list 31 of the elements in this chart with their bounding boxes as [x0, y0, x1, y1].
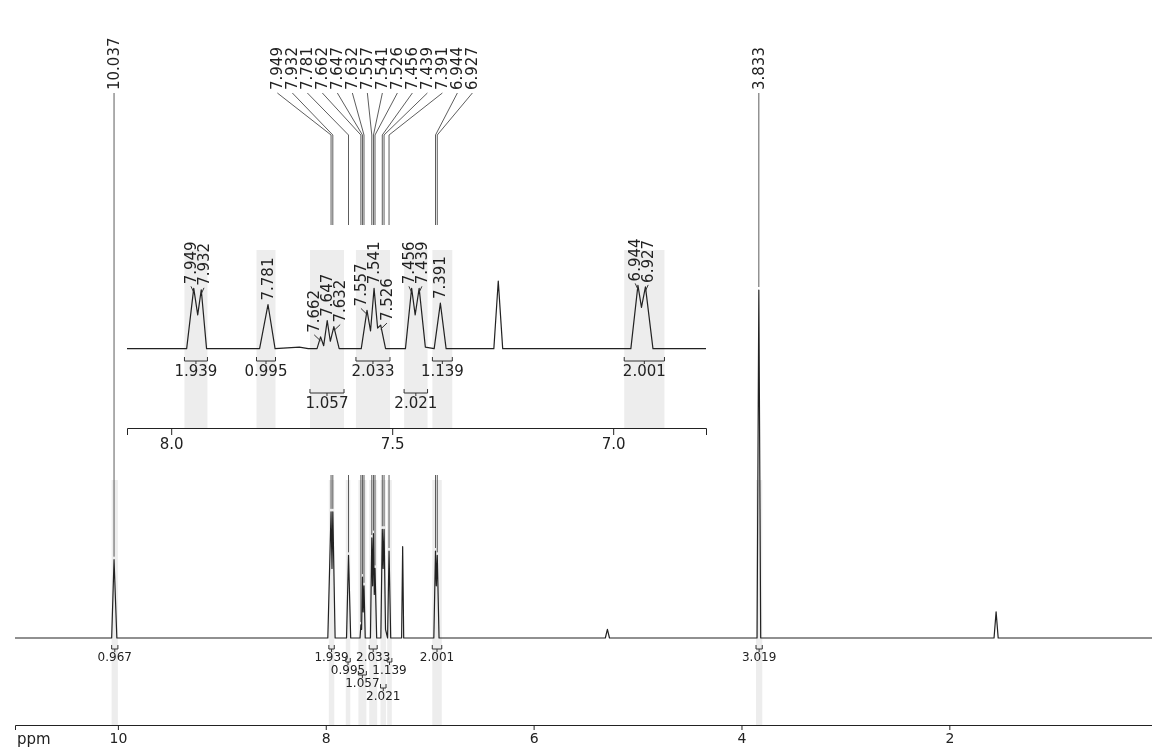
band-label: 1.139 — [420, 362, 464, 380]
band-label: 2.033 — [351, 362, 395, 380]
band-label: 1.057 — [345, 676, 380, 690]
x-axis-title: ppm — [17, 730, 51, 747]
annotation: 10.037 — [105, 37, 124, 90]
band-label: 0.995 — [244, 362, 288, 380]
annotation: 7.932 — [195, 242, 213, 286]
band-label: 2.033 — [356, 650, 391, 664]
band-label: 1.139 — [372, 663, 407, 677]
x-tick-label: 7.5 — [380, 434, 405, 453]
band-label: 1.939 — [314, 650, 349, 664]
x-tick-label: 8.0 — [159, 434, 184, 453]
band-label: 3.019 — [741, 650, 777, 664]
x-tick-label: 10 — [109, 729, 128, 746]
band-label: 2.021 — [394, 394, 438, 412]
annotation: 3.833 — [749, 47, 768, 90]
x-tick-label: 4 — [737, 729, 747, 746]
band-label: 2.021 — [366, 689, 401, 703]
annotation: 6.927 — [463, 47, 482, 90]
band-label: 1.057 — [305, 394, 349, 412]
band-label: 2.001 — [622, 362, 666, 380]
band-label: 0.995 — [330, 663, 366, 677]
x-tick-label: 2 — [945, 729, 955, 746]
band-label: 0.967 — [97, 650, 132, 664]
x-tick-label: 6 — [529, 729, 539, 746]
annotation: 7.781 — [258, 257, 277, 301]
x-tick-label: 8 — [321, 729, 331, 746]
x-tick-label: 7.0 — [601, 434, 626, 453]
band-label: 2.001 — [419, 650, 455, 664]
band-label: 1.939 — [174, 362, 218, 380]
annotation: 7.391 — [431, 256, 450, 300]
